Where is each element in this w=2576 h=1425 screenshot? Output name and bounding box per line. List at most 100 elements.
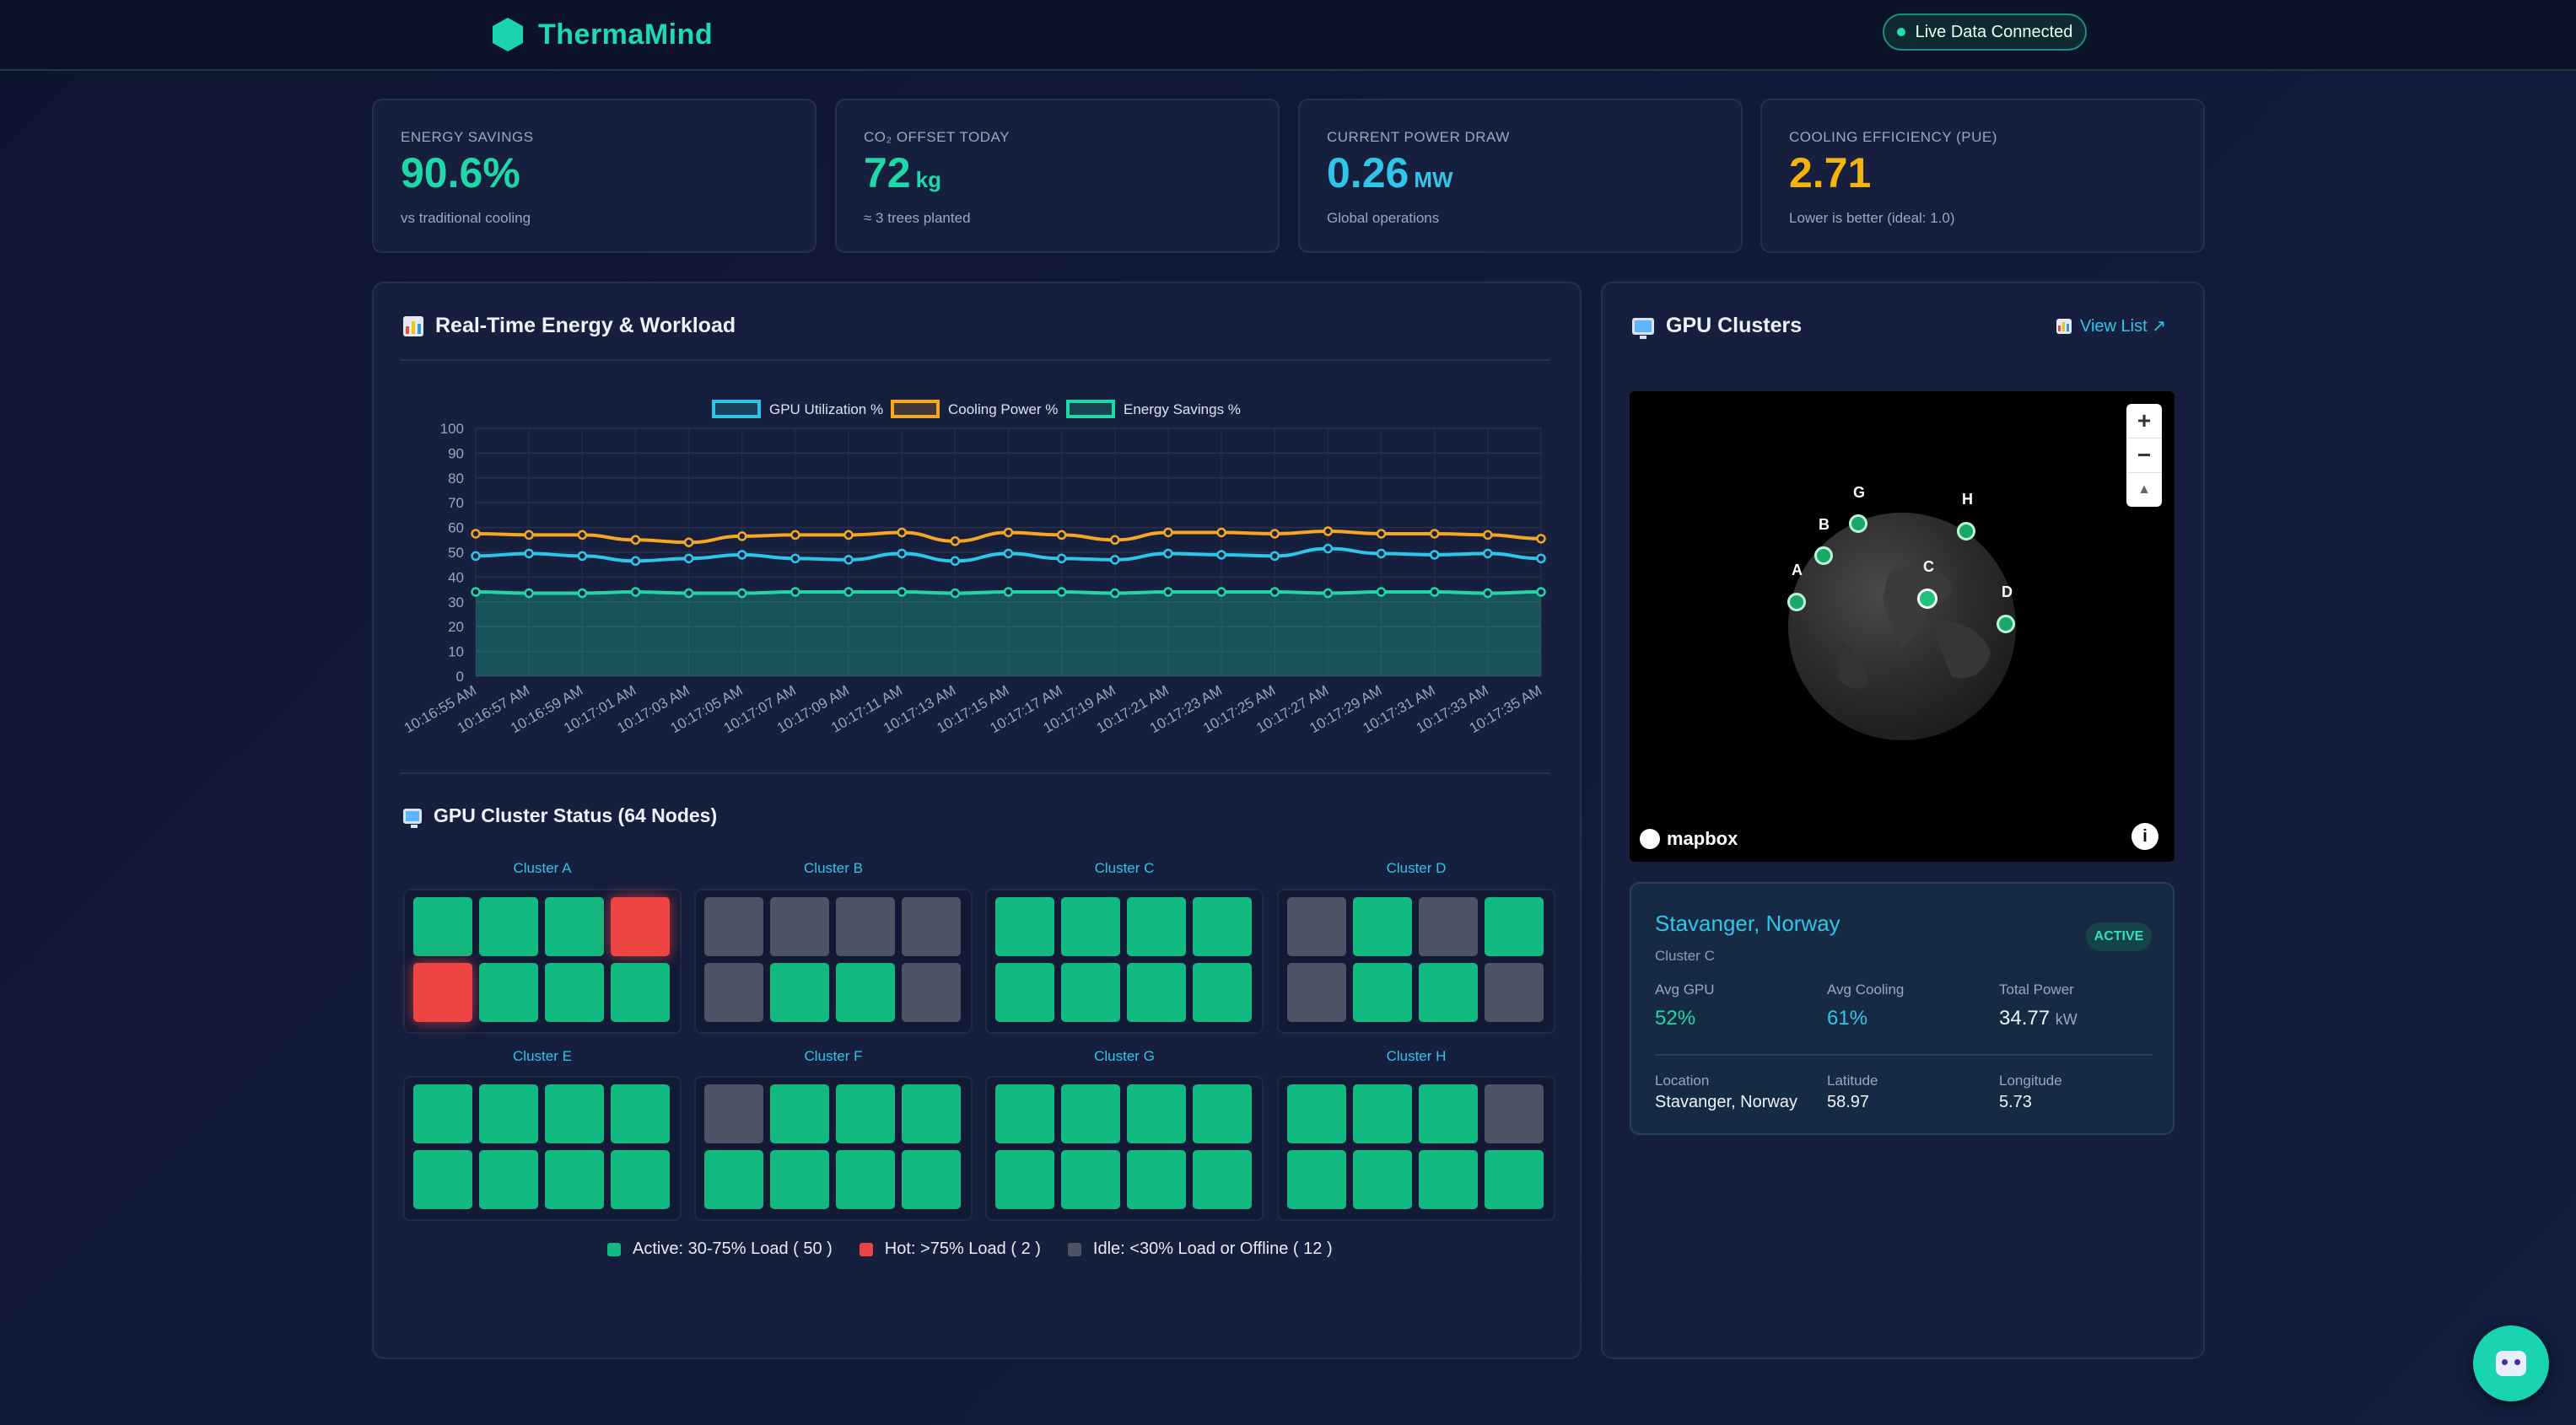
gpu-node-idle[interactable] [902,897,961,956]
gpu-node-active[interactable] [902,1150,961,1209]
gpu-node-active[interactable] [545,1084,604,1143]
gpu-node-active[interactable] [611,1150,670,1209]
gpu-node-active[interactable] [1193,1084,1252,1143]
attribution-info-button[interactable]: i [2131,823,2158,850]
gpu-node-active[interactable] [479,963,538,1022]
gpu-node-active[interactable] [1061,1084,1120,1143]
kpi-value: 90.6% [401,149,520,196]
gpu-node-active[interactable] [995,897,1054,956]
gpu-node-active[interactable] [995,1150,1054,1209]
cluster-box [403,1076,682,1221]
gpu-node-active[interactable] [1287,1150,1346,1209]
gpu-node-idle[interactable] [1287,897,1346,956]
cluster-marker[interactable] [1917,589,1937,609]
gpu-node-active[interactable] [1193,963,1252,1022]
gpu-node-active[interactable] [479,1084,538,1143]
monitor-icon [1632,317,1654,339]
live-status-badge: Live Data Connected [1883,13,2087,51]
gpu-node-active[interactable] [1353,1150,1412,1209]
gpu-node-active[interactable] [770,1084,829,1143]
gpu-node-idle[interactable] [836,897,895,956]
gpu-node-idle[interactable] [1419,897,1478,956]
gpu-node-active[interactable] [1419,963,1478,1022]
gpu-node-active[interactable] [1419,1150,1478,1209]
cluster-marker[interactable] [1997,615,2015,633]
cluster-box [985,889,1264,1034]
cluster-label: Cluster H [1386,1048,1447,1064]
gpu-node-idle[interactable] [1287,963,1346,1022]
cluster-legend: Active: 30-75% Load ( 50 ) Hot: >75% Loa… [607,1239,1360,1259]
gpu-node-active[interactable] [1127,897,1186,956]
gpu-node-active[interactable] [545,1150,604,1209]
view-list-link[interactable]: View List ↗ [2056,315,2166,336]
gpu-node-active[interactable] [836,963,895,1022]
gpu-node-active[interactable] [1061,1150,1120,1209]
gpu-node-active[interactable] [413,897,472,956]
gpu-node-active[interactable] [770,1150,829,1209]
cluster-marker-label: A [1792,562,1803,578]
gpu-node-active[interactable] [1193,1150,1252,1209]
gpu-node-active[interactable] [1353,963,1412,1022]
cluster-marker[interactable] [1849,514,1867,533]
longitude-label: Longitude [1999,1073,2062,1089]
compass-button[interactable]: ▲ [2137,482,2151,497]
gpu-node-active[interactable] [1127,963,1186,1022]
gpu-node-active[interactable] [611,963,670,1022]
gpu-node-idle[interactable] [902,963,961,1022]
gpu-node-active[interactable] [479,1150,538,1209]
gpu-node-active[interactable] [545,897,604,956]
gpu-node-idle[interactable] [704,1084,763,1143]
kpi-label: ENERGY SAVINGS [401,129,534,145]
cluster-marker-label: B [1819,516,1830,533]
gpu-node-active[interactable] [902,1084,961,1143]
gpu-node-idle[interactable] [704,897,763,956]
gpu-node-active[interactable] [995,1084,1054,1143]
brand[interactable]: ThermaMind [493,13,713,56]
divider [400,359,1550,361]
cluster-marker[interactable] [1787,593,1806,611]
monitor-icon [403,808,422,828]
gpu-node-active[interactable] [1127,1150,1186,1209]
gpu-node-active[interactable] [995,963,1054,1022]
gpu-node-hot[interactable] [611,897,670,956]
gpu-node-idle[interactable] [1485,963,1544,1022]
zoom-in-button[interactable]: + [2137,407,2152,433]
gpu-node-active[interactable] [1485,897,1544,956]
gpu-node-idle[interactable] [1485,1084,1544,1143]
legend-active: Active: 30-75% Load ( 50 ) [607,1239,833,1259]
gpu-node-active[interactable] [1353,1084,1412,1143]
assistant-bot-button[interactable] [2473,1326,2549,1401]
gpu-node-active[interactable] [1127,1084,1186,1143]
gpu-node-active[interactable] [1061,963,1120,1022]
cluster-label: Cluster C [1094,860,1155,876]
gpu-node-active[interactable] [545,963,604,1022]
cluster-marker[interactable] [1814,546,1833,565]
avg-gpu-value: 52% [1655,1007,1696,1030]
gpu-node-active[interactable] [413,1150,472,1209]
detail-title: Stavanger, Norway [1655,911,1840,936]
gpu-node-active[interactable] [770,963,829,1022]
bar-chart-icon [403,315,423,336]
total-power-label: Total Power [1999,981,2074,998]
gpu-node-active[interactable] [836,1150,895,1209]
gpu-node-active[interactable] [1061,897,1120,956]
cluster-map[interactable]: A B G C H D + − ▲ mapbox i [1630,391,2175,862]
gpu-node-active[interactable] [1193,897,1252,956]
gpu-node-active[interactable] [479,897,538,956]
cluster-box [694,889,973,1034]
gpu-node-hot[interactable] [413,963,472,1022]
mapbox-logo[interactable]: mapbox [1640,828,1738,850]
gpu-node-active[interactable] [611,1084,670,1143]
gpu-node-active[interactable] [836,1084,895,1143]
gpu-node-active[interactable] [1287,1084,1346,1143]
gpu-node-active[interactable] [1353,897,1412,956]
gpu-node-active[interactable] [413,1084,472,1143]
gpu-node-active[interactable] [704,1150,763,1209]
gpu-node-active[interactable] [1419,1084,1478,1143]
gpu-node-active[interactable] [1485,1150,1544,1209]
gpu-node-idle[interactable] [770,897,829,956]
zoom-out-button[interactable]: − [2137,442,2152,468]
cluster-marker[interactable] [1957,522,1975,540]
kpi-subtext: Lower is better (ideal: 1.0) [1789,210,1955,226]
gpu-node-idle[interactable] [704,963,763,1022]
